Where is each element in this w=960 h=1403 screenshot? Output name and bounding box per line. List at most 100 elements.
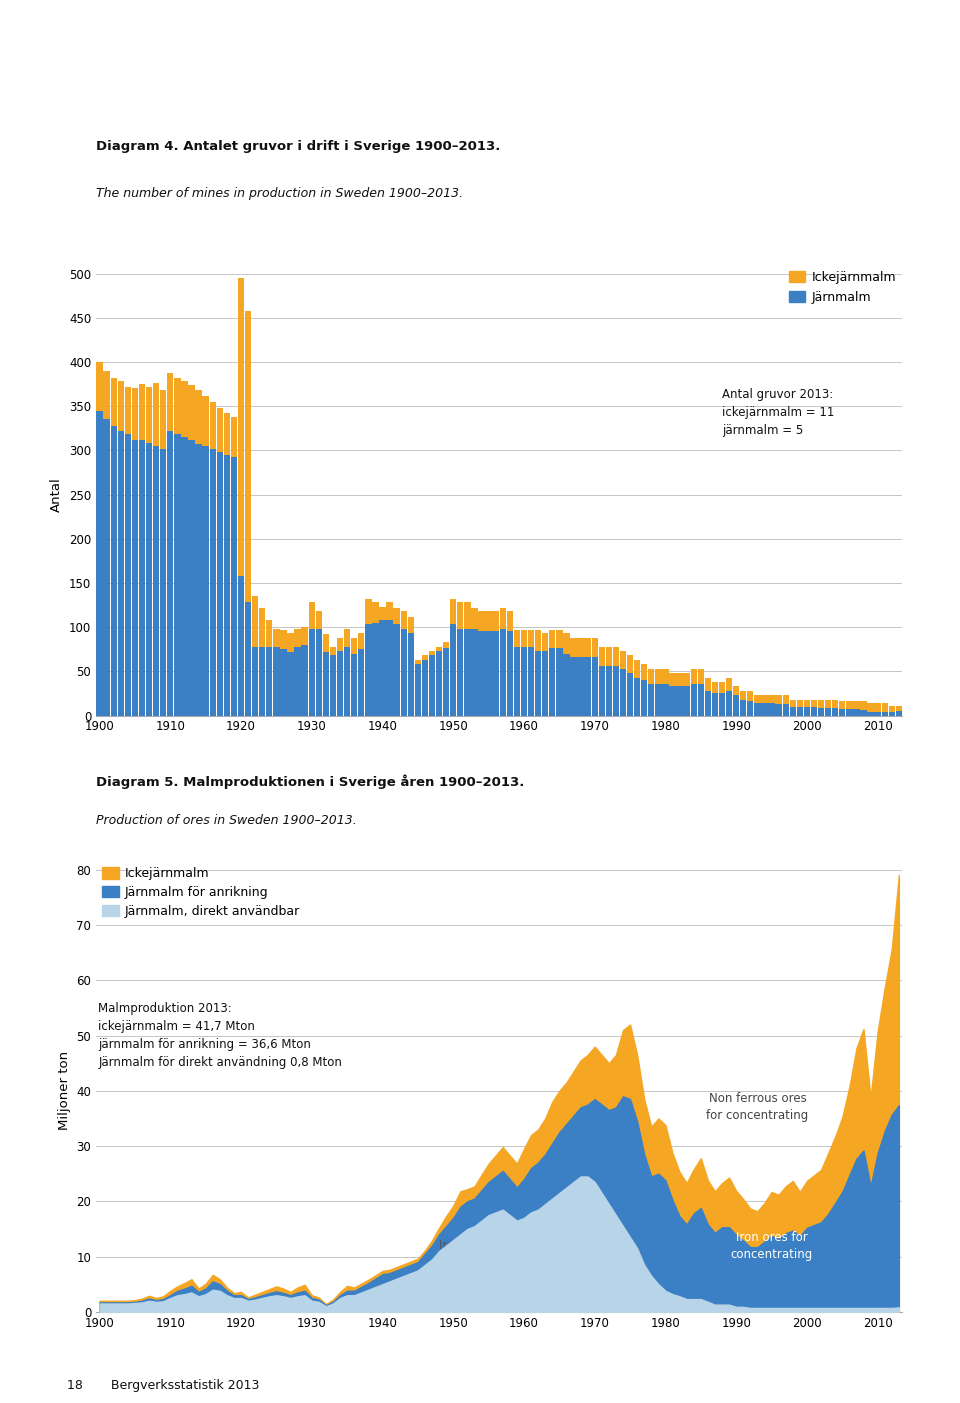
Legend: Ickejärnmalm, Järnmalm för anrikning, Järnmalm, direkt användbar: Ickejärnmalm, Järnmalm för anrikning, Jä… [103, 867, 300, 918]
Bar [287, 652, 294, 716]
Bar [740, 700, 747, 716]
Bar [648, 669, 655, 716]
Bar [139, 439, 145, 716]
Bar [627, 673, 634, 716]
Bar [96, 411, 103, 716]
Bar [471, 629, 478, 716]
Y-axis label: Miljoner ton: Miljoner ton [58, 1051, 71, 1131]
Bar [528, 647, 534, 716]
Bar [323, 634, 329, 716]
Bar [230, 417, 237, 716]
Bar [379, 607, 386, 716]
Bar [499, 629, 506, 716]
Bar [415, 664, 421, 716]
Text: Malmproduktion 2013:
ickejärnmalm = 41,7 Mton
järnmalm för anrikning = 36,6 Mton: Malmproduktion 2013: ickejärnmalm = 41,7… [99, 1002, 343, 1069]
Bar [726, 678, 732, 716]
Bar [443, 648, 449, 716]
Bar [457, 602, 464, 716]
Bar [203, 446, 209, 716]
Bar [853, 700, 859, 716]
Bar [662, 669, 668, 716]
Bar [768, 703, 775, 716]
Bar [719, 693, 725, 716]
Bar [394, 607, 399, 716]
Bar [252, 596, 258, 716]
Bar [365, 599, 372, 716]
Bar [323, 652, 329, 716]
Bar [599, 666, 605, 716]
Bar [804, 707, 810, 716]
Bar [196, 390, 202, 716]
Bar [612, 666, 619, 716]
Bar [570, 657, 577, 716]
Bar [719, 682, 725, 716]
Bar [125, 387, 131, 716]
Bar [457, 629, 464, 716]
Bar [804, 700, 810, 716]
Bar [591, 657, 598, 716]
Bar [747, 702, 754, 716]
Bar [789, 700, 796, 716]
Bar [110, 425, 117, 716]
Bar [372, 623, 378, 716]
Bar [238, 575, 244, 716]
Bar [301, 627, 308, 716]
Bar [132, 389, 138, 716]
Bar [259, 647, 265, 716]
Bar [209, 401, 216, 716]
Text: Antal gruvor 2013:
ickejärnmalm = 11
järnmalm = 5: Antal gruvor 2013: ickejärnmalm = 11 jär… [722, 389, 834, 438]
Bar [174, 377, 180, 716]
Bar [499, 607, 506, 716]
Bar [386, 620, 393, 716]
Bar [125, 435, 131, 716]
Bar [782, 704, 789, 716]
Bar [174, 435, 180, 716]
Bar [301, 645, 308, 716]
Bar [570, 638, 577, 716]
Bar [690, 683, 697, 716]
Bar [379, 620, 386, 716]
Bar [153, 383, 159, 716]
Bar [620, 651, 626, 716]
Bar [295, 647, 300, 716]
Bar [542, 651, 548, 716]
Bar [400, 629, 407, 716]
Bar [648, 683, 655, 716]
Bar [755, 696, 760, 716]
Bar [429, 651, 435, 716]
Bar [549, 648, 556, 716]
Bar [634, 678, 640, 716]
Bar [825, 700, 831, 716]
Bar [839, 700, 846, 716]
Bar [266, 620, 273, 716]
Bar [465, 602, 470, 716]
Bar [797, 707, 803, 716]
Bar [337, 651, 344, 716]
Bar [344, 647, 350, 716]
Bar [846, 700, 852, 716]
Bar [875, 711, 881, 716]
Bar [110, 377, 117, 716]
Bar [209, 449, 216, 716]
Bar [896, 711, 902, 716]
Bar [740, 690, 747, 716]
Bar [761, 696, 768, 716]
Bar [316, 612, 322, 716]
Bar [330, 655, 336, 716]
Bar [577, 657, 584, 716]
Bar [507, 612, 513, 716]
Bar [394, 624, 399, 716]
Bar [266, 647, 273, 716]
Bar [811, 700, 817, 716]
Bar [365, 624, 372, 716]
Bar [733, 696, 739, 716]
Bar [606, 647, 612, 716]
Bar [308, 629, 315, 716]
Bar [612, 647, 619, 716]
Bar [684, 673, 690, 716]
Bar [698, 669, 704, 716]
Bar [188, 384, 195, 716]
Bar [896, 706, 902, 716]
Bar [224, 414, 230, 716]
Bar [514, 647, 520, 716]
